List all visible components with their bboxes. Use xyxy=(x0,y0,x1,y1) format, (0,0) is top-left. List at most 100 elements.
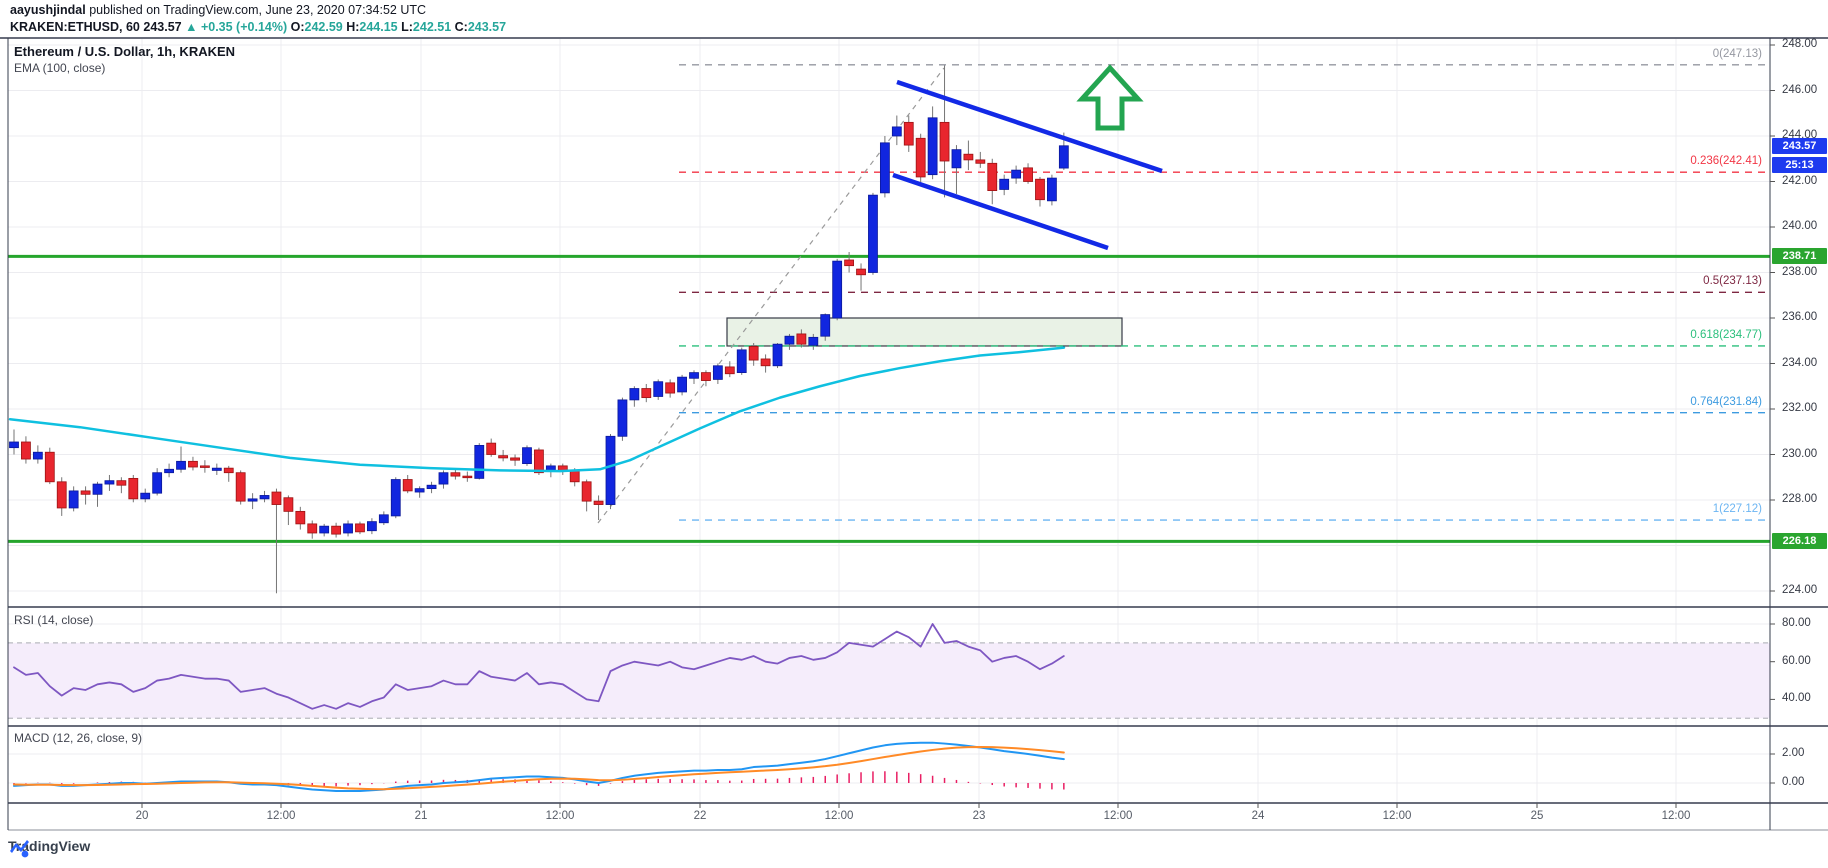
candle-down xyxy=(223,467,234,474)
candle-down xyxy=(128,477,139,500)
candle-down xyxy=(939,121,950,162)
rsi-axis-label: 60.00 xyxy=(1782,654,1811,667)
candle-down xyxy=(844,259,854,267)
time-axis-label: 12:00 xyxy=(1103,810,1133,822)
rsi-axis-label: 80.00 xyxy=(1782,617,1811,629)
author-name: aayushjindal xyxy=(10,3,86,17)
candle-up xyxy=(378,514,389,524)
fib-level-label: 0(247.13) xyxy=(1712,47,1762,60)
candle-down xyxy=(569,470,580,483)
tradingview-logo-icon xyxy=(10,840,29,858)
ohlc-key: C: xyxy=(451,20,468,34)
time-axis-label: 12:00 xyxy=(266,810,296,822)
candle-down xyxy=(44,451,55,483)
candle-up xyxy=(9,441,19,449)
price-axis-label: 242.00 xyxy=(1782,174,1818,187)
macd-line xyxy=(13,741,1065,792)
candle-down xyxy=(665,382,676,394)
symbol-change: +0.35 (+0.14%) xyxy=(200,20,288,34)
candle-down xyxy=(856,268,866,276)
candle-up xyxy=(247,498,258,502)
candle-down xyxy=(534,449,544,474)
up-triangle-icon: ▲ xyxy=(185,20,198,34)
candle-up xyxy=(92,483,103,495)
candle-up xyxy=(140,492,151,500)
candle-up xyxy=(414,488,425,493)
time-axis-label: 12:00 xyxy=(545,810,575,822)
candle-up xyxy=(617,399,628,437)
candle-up xyxy=(366,521,377,532)
candle-down xyxy=(748,346,759,361)
publish-text: published on TradingView.com, June 23, 2… xyxy=(85,3,427,17)
price-axis-label: 248.00 xyxy=(1782,38,1818,50)
candle-up xyxy=(164,468,174,474)
candle-down xyxy=(581,481,592,502)
candle-up xyxy=(808,336,819,346)
time-axis-label: 25 xyxy=(1530,810,1544,822)
ohlc-values: O:242.59 H:244.15 L:242.51 C:243.57 xyxy=(291,20,506,34)
candle-down xyxy=(56,481,67,509)
candle-down xyxy=(402,479,413,492)
candle-down xyxy=(307,523,318,534)
channel-trendline xyxy=(896,79,1163,174)
publish-line: aayushjindal published on TradingView.co… xyxy=(10,3,426,17)
candle-up xyxy=(832,260,843,319)
macd-signal-line xyxy=(13,746,1065,791)
chart-title: Ethereum / U.S. Dollar, 1h, KRAKEN xyxy=(14,44,236,59)
rsi-band xyxy=(8,642,1770,719)
time-axis-label: 21 xyxy=(414,810,428,822)
ohlc-key: O: xyxy=(290,20,305,34)
candle-up xyxy=(868,194,878,273)
candle-up xyxy=(736,349,747,374)
candle-down xyxy=(498,455,509,459)
price-badge: 226.18 xyxy=(1772,533,1827,549)
candle-down xyxy=(796,333,807,345)
time-axis-label: 24 xyxy=(1251,810,1265,822)
candle-up xyxy=(1011,169,1022,179)
price-axis-label: 224.00 xyxy=(1782,584,1818,596)
candle-up xyxy=(474,444,485,479)
rsi-line xyxy=(13,623,1065,710)
candle-up xyxy=(891,126,902,137)
time-axis-label: 22 xyxy=(693,810,707,822)
candle-up xyxy=(879,142,890,194)
candle-down xyxy=(903,121,914,146)
candle-up xyxy=(999,178,1010,190)
candle-down xyxy=(486,442,497,455)
price-badge: 238.71 xyxy=(1772,248,1827,264)
ema-legend: EMA (100, close) xyxy=(14,61,106,75)
candle-down xyxy=(963,153,974,161)
fib-level-label: 0.236(242.41) xyxy=(1690,155,1762,168)
macd-axis-label: 0.00 xyxy=(1782,776,1805,788)
candle-down xyxy=(283,497,294,512)
candle-up xyxy=(629,388,640,401)
fib-level-label: 0.5(237.13) xyxy=(1703,275,1762,288)
candle-up xyxy=(343,523,353,534)
candle-up xyxy=(927,117,938,176)
candle-down xyxy=(355,523,365,533)
rsi-axis-label: 40.00 xyxy=(1782,692,1811,705)
candle-down xyxy=(450,472,461,477)
candle-down xyxy=(1023,167,1033,182)
price-axis-label: 240.00 xyxy=(1782,220,1818,232)
ohlc-value: 243.57 xyxy=(467,20,507,34)
symbol-last-price: 243.57 xyxy=(143,20,182,34)
ohlc-key: L: xyxy=(397,20,413,34)
rsi-legend: RSI (14, close) xyxy=(14,613,94,627)
price-axis-label: 230.00 xyxy=(1782,447,1818,460)
candle-up xyxy=(104,480,115,485)
time-axis-label: 20 xyxy=(135,810,149,822)
symbol-line: KRAKEN:ETHUSD, 60 243.57 ▲ +0.35 (+0.14%… xyxy=(10,20,506,34)
time-axis-label: 12:00 xyxy=(1382,810,1412,822)
candle-down xyxy=(1035,178,1045,201)
ohlc-value: 244.15 xyxy=(359,20,398,34)
candle-down xyxy=(271,491,282,505)
time-axis-label: 12:00 xyxy=(824,810,854,822)
candle-down xyxy=(915,137,926,178)
candle-up xyxy=(152,472,163,494)
candle-down xyxy=(724,366,735,375)
candle-up xyxy=(438,472,449,485)
price-badge: 243.57 xyxy=(1772,138,1827,154)
